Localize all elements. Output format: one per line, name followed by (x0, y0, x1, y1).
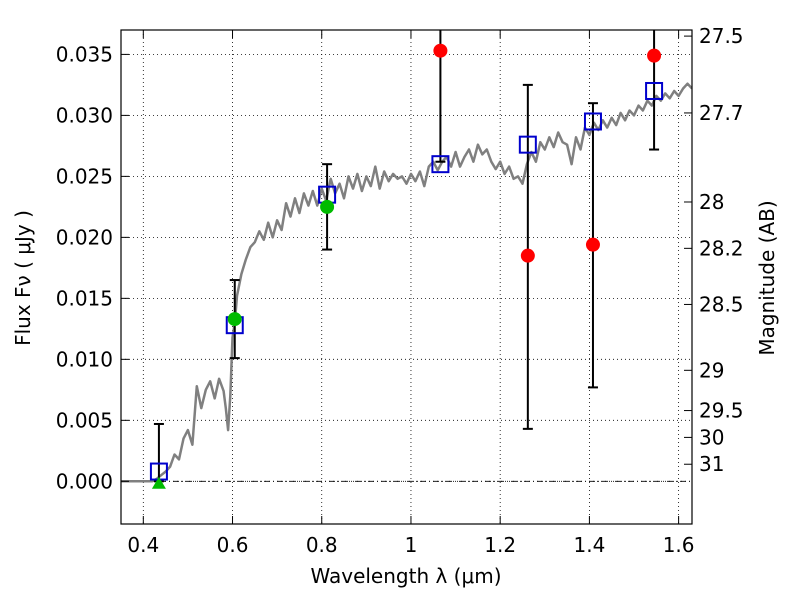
right-tick-label: 31 (699, 452, 724, 476)
y-tick-label: 0.035 (56, 42, 113, 66)
right-tick-label: 28.5 (699, 292, 744, 316)
low-sn-point (647, 48, 662, 63)
right-tick-label: 27.7 (699, 101, 744, 125)
y-tick-label: 0.010 (56, 347, 113, 371)
x-tick-label: 1.2 (484, 533, 516, 557)
detection-point (227, 312, 242, 327)
y-tick-label: 0.025 (56, 164, 113, 188)
right-tick-label: 30 (699, 425, 724, 449)
model-square (645, 81, 664, 100)
right-tick-label: 28 (699, 190, 724, 214)
y-tick-label: 0.015 (56, 286, 113, 310)
upper-limit-point (151, 476, 166, 489)
x-tick-label: 0.8 (306, 533, 338, 557)
low-sn-point (433, 43, 448, 58)
low-sn-point (520, 248, 535, 263)
axis-ticks: 0.4 0.6 0.8 1 1.2 1.4 1.6 0.000 0.005 0.010 0.015 0… (56, 24, 744, 557)
detection-point (320, 199, 335, 214)
plot-frame (120, 29, 693, 525)
x-tick-label: 1 (405, 533, 418, 557)
y-axis-title: Flux Fν ( μJy ) (11, 210, 35, 346)
low-sn-point (585, 237, 600, 252)
y-tick-label: 0.000 (56, 469, 113, 493)
right-tick-label: 29 (699, 358, 724, 382)
spectrum-line (121, 82, 692, 483)
right-tick-label: 28.2 (699, 236, 744, 260)
y-tick-label: 0.030 (56, 103, 113, 127)
x-tick-label: 1.4 (573, 533, 605, 557)
template-spectrum (121, 82, 692, 483)
plot-background (121, 30, 692, 524)
y-tick-label: 0.020 (56, 225, 113, 249)
x-axis-title: Wavelength λ (μm) (310, 564, 501, 588)
observed-photometry (151, 43, 662, 489)
x-tick-label: 0.6 (217, 533, 249, 557)
right-axis-title: Magnitude (AB) (755, 200, 779, 355)
x-tick-label: 1.6 (663, 533, 695, 557)
model-square (431, 155, 450, 174)
model-square (518, 135, 537, 154)
right-tick-label: 29.5 (699, 399, 744, 423)
model-square (583, 112, 602, 131)
y-tick-label: 0.005 (56, 408, 113, 432)
right-tick-label: 27.5 (699, 24, 744, 48)
x-tick-label: 0.4 (127, 533, 159, 557)
